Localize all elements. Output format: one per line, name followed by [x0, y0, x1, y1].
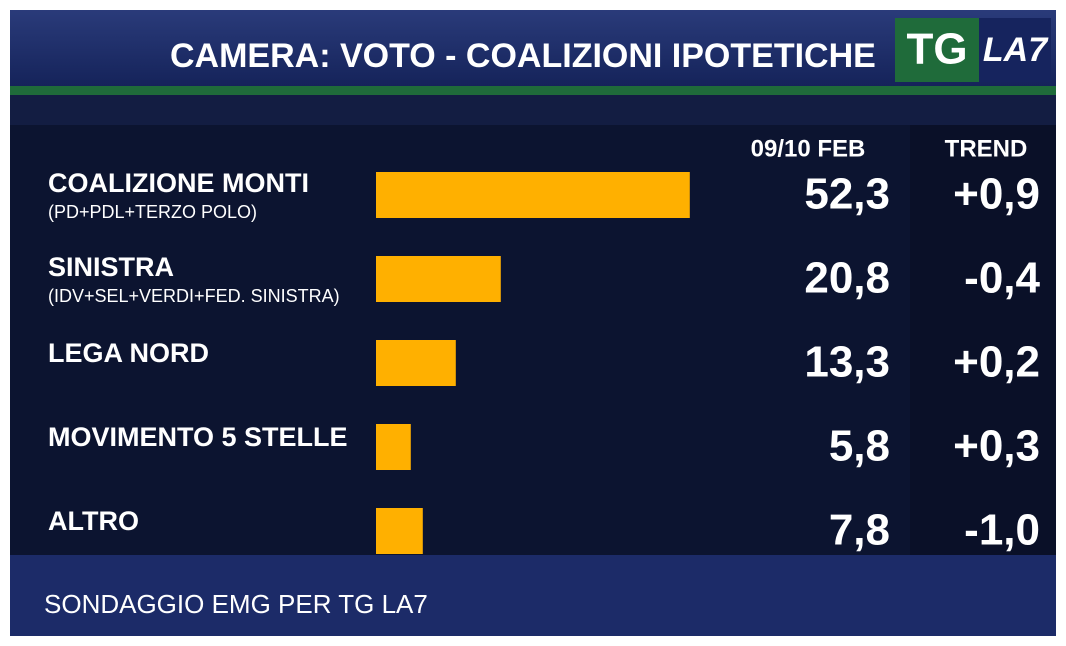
bar — [376, 340, 456, 386]
value-label: 7,8 — [829, 506, 890, 555]
logo-tg: TG — [906, 25, 967, 74]
footer-bar — [10, 555, 1056, 636]
trend-column — [910, 125, 1056, 555]
category-label: COALIZIONE MONTI — [48, 168, 309, 198]
category-label: MOVIMENTO 5 STELLE — [48, 422, 348, 452]
header-band — [10, 95, 1056, 125]
logo-la7: LA7 — [983, 31, 1049, 69]
bar — [376, 508, 423, 554]
bar — [376, 424, 411, 470]
trend-label: -0,4 — [964, 254, 1040, 303]
value-label: 5,8 — [829, 422, 890, 471]
value-label: 52,3 — [804, 170, 890, 219]
chart-title: CAMERA: VOTO - COALIZIONI IPOTETICHE — [170, 37, 876, 75]
source: SONDAGGIO EMG PER TG LA7 — [44, 589, 428, 619]
bar — [376, 256, 501, 302]
trend-label: -1,0 — [964, 506, 1040, 555]
category-note: (IDV+SEL+VERDI+FED. SINISTRA) — [48, 286, 340, 306]
trend-label: +0,9 — [953, 170, 1040, 219]
value-label: 13,3 — [804, 338, 890, 387]
title-bar — [10, 10, 1056, 86]
category-label: LEGA NORD — [48, 338, 209, 368]
category-label: SINISTRA — [48, 252, 174, 282]
logo-tg-box — [895, 18, 979, 82]
green-stripe — [10, 86, 1056, 95]
trend-label: +0,2 — [953, 338, 1040, 387]
category-note: (PD+PDL+TERZO POLO) — [48, 202, 257, 222]
column-header: 09/10 FEB — [751, 135, 866, 162]
logo-la7-box — [979, 18, 1051, 82]
bar — [376, 172, 690, 218]
category-label: ALTRO — [48, 506, 139, 536]
trend-label: +0,3 — [953, 422, 1040, 471]
value-label: 20,8 — [804, 254, 890, 303]
column-header: TREND — [945, 135, 1028, 162]
